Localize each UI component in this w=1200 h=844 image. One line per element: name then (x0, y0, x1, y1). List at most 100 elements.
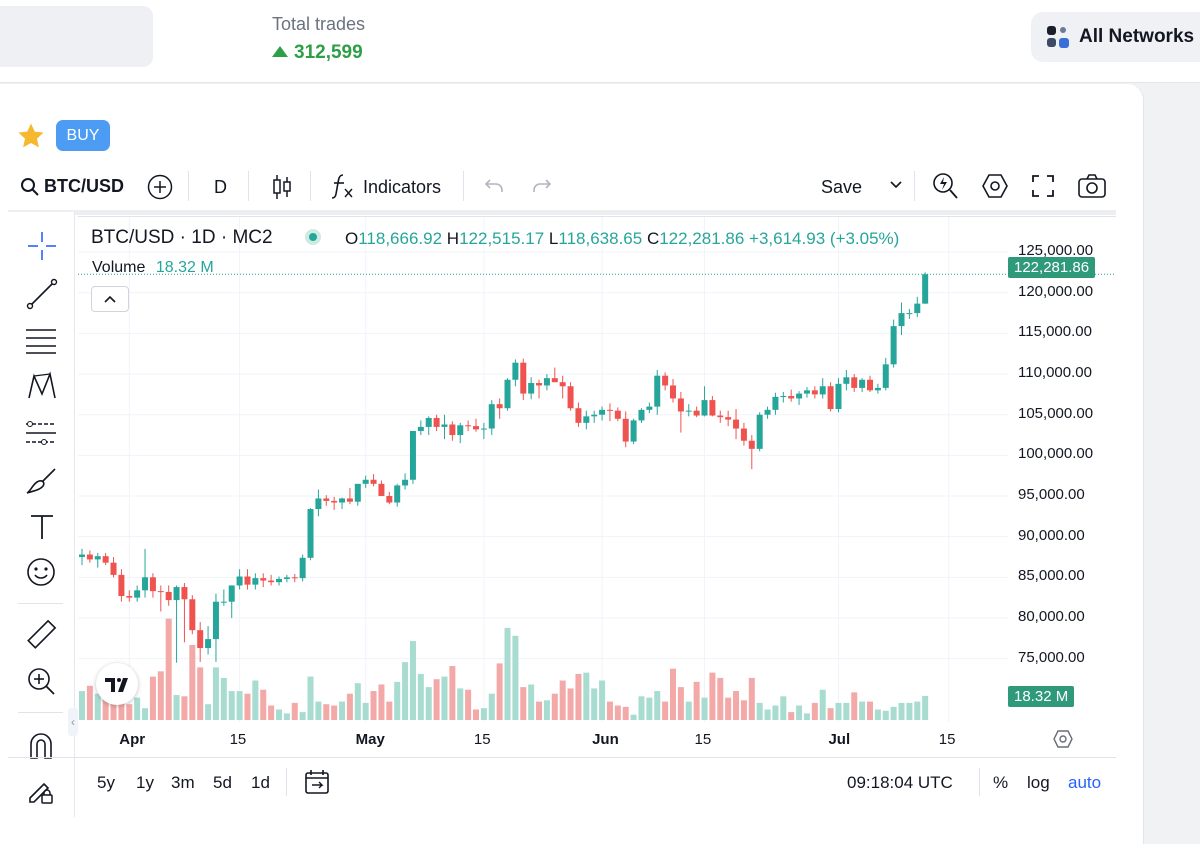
network-selector[interactable] (1031, 12, 1200, 62)
collapse-legend-button[interactable] (91, 286, 129, 312)
volume-bar (173, 695, 180, 720)
tradingview-logo[interactable] (96, 663, 138, 705)
camera-snapshot-icon[interactable] (1077, 173, 1107, 199)
time-tick-label: 15 (694, 731, 712, 748)
candles-type-icon[interactable] (271, 173, 293, 201)
candle-body (433, 417, 440, 427)
candle-body (827, 386, 834, 410)
volume-bar (283, 713, 290, 720)
candle-body (220, 601, 227, 603)
star-icon[interactable] (16, 121, 46, 151)
crosshair-icon[interactable] (26, 230, 58, 262)
text-tool-icon[interactable] (28, 512, 56, 542)
collapse-toolbar-handle[interactable]: ‹ (68, 708, 78, 736)
save-button[interactable]: Save (821, 177, 863, 197)
volume-bar (402, 662, 409, 720)
price-tick-label: 125,000.00 (1018, 242, 1094, 260)
candle-body (307, 509, 314, 558)
magnet-icon[interactable] (26, 730, 56, 760)
toolbar-divider (8, 210, 1116, 215)
log-scale-toggle[interactable]: log (1027, 773, 1050, 792)
auto-scale-toggle[interactable]: auto (1068, 773, 1102, 792)
candle-body (149, 577, 156, 592)
candle-body (780, 396, 787, 398)
toolbar-separator (463, 171, 464, 201)
forecast-tools-icon[interactable] (24, 418, 58, 448)
fib-retracement-icon[interactable] (24, 324, 58, 356)
time-tick-label: 15 (229, 731, 247, 748)
close-value: 122,281.86 (659, 229, 745, 248)
redo-icon[interactable] (532, 178, 552, 194)
candle-body (512, 362, 519, 380)
volume-bar (670, 668, 676, 720)
candle-body (339, 498, 346, 503)
low-value: 118,638.65 (558, 229, 643, 248)
fullscreen-icon[interactable] (1031, 174, 1055, 198)
indicators-button[interactable]: Indicators (363, 177, 442, 197)
volume-bar (480, 708, 487, 720)
date-range-icon[interactable] (303, 768, 331, 796)
time-tick-label: Apr (119, 731, 146, 748)
settings-hexagon-icon[interactable] (981, 173, 1009, 199)
percent-scale-toggle[interactable]: % (993, 773, 1009, 792)
low-label: L (548, 229, 559, 248)
volume-bar (528, 684, 535, 720)
candle-body (291, 577, 298, 579)
search-icon[interactable] (20, 177, 40, 197)
undo-icon[interactable] (484, 178, 504, 194)
candle-body (906, 313, 913, 315)
candlestick-chart[interactable] (78, 217, 1116, 757)
quick-search-icon[interactable] (931, 171, 959, 201)
candle-body (181, 587, 188, 600)
volume-bar (906, 702, 913, 720)
volume-bar (331, 705, 338, 720)
candle-body (638, 409, 645, 421)
interval-selector[interactable]: D (214, 177, 227, 197)
brush-icon[interactable] (24, 466, 58, 496)
volume-bar (709, 672, 716, 720)
candle-body (890, 326, 897, 365)
volume-bar (764, 709, 771, 720)
chart-settings-icon[interactable] (1052, 729, 1074, 749)
network-selector-label: All Networks (1079, 26, 1195, 47)
candle-body (457, 425, 464, 436)
buy-button[interactable]: BUY (56, 120, 110, 151)
range-5d[interactable]: 5d (213, 773, 232, 792)
candle-body (165, 591, 172, 601)
zoom-in-icon[interactable] (26, 666, 56, 696)
symbol-search[interactable]: BTC/USD (44, 176, 124, 196)
indicators-fx-icon[interactable] (331, 172, 355, 200)
chart-pane[interactable] (78, 216, 1116, 757)
candle-body (709, 400, 716, 416)
pattern-xabcd-icon[interactable] (26, 370, 58, 402)
candle-body (677, 398, 684, 412)
volume-bar (606, 701, 613, 720)
chevron-down-icon[interactable] (889, 180, 903, 190)
candle-body (835, 383, 842, 410)
lock-drawings-icon[interactable] (26, 776, 56, 806)
candle-body (670, 385, 676, 399)
tradingview-logo-icon (105, 678, 128, 692)
high-label: H (446, 229, 460, 248)
volume-bar (520, 687, 527, 720)
compare-add-icon[interactable] (147, 174, 173, 200)
range-5y[interactable]: 5y (97, 773, 115, 792)
volume-bar (693, 681, 700, 720)
range-1d[interactable]: 1d (251, 773, 270, 792)
candle-body (796, 393, 803, 399)
toolbar-separator (248, 171, 249, 201)
price-tick-label: 75,000.00 (1018, 648, 1085, 666)
top-left-panel[interactable] (0, 6, 153, 67)
toolbar-separator (188, 171, 189, 201)
ruler-icon[interactable] (24, 618, 58, 652)
trend-line-icon[interactable] (26, 278, 58, 310)
clock-utc[interactable]: 09:18:04 UTC (847, 773, 953, 792)
emoji-icon[interactable] (25, 556, 57, 588)
candle-body (725, 417, 732, 420)
volume-bar (638, 696, 645, 720)
range-1y[interactable]: 1y (136, 773, 154, 792)
range-3m[interactable]: 3m (171, 773, 195, 792)
volume-bar (315, 701, 322, 720)
toolbar-separator (310, 171, 311, 201)
candle-body (346, 498, 353, 502)
